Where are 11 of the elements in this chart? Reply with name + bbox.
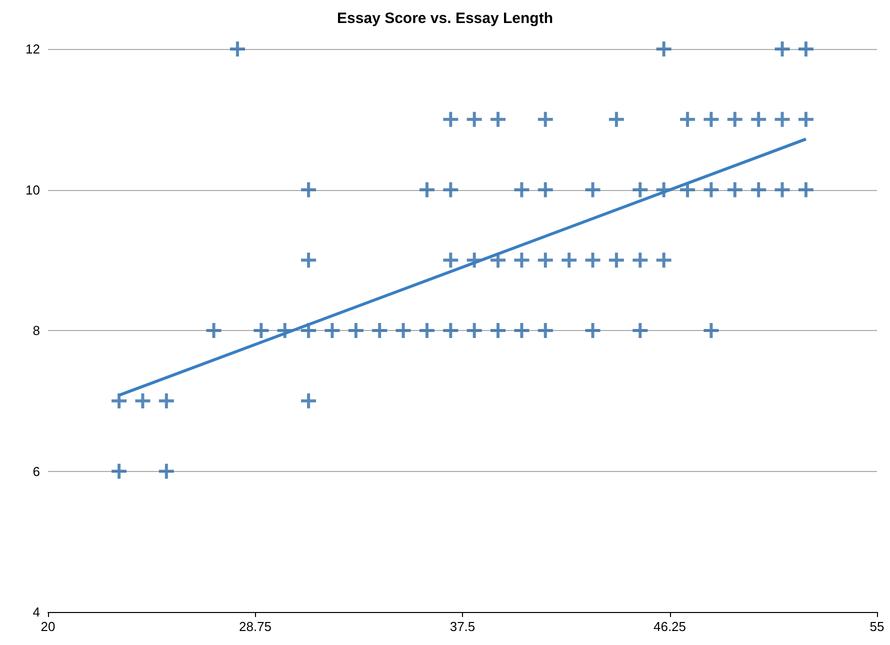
x-tick-label: 28.75 <box>238 619 272 634</box>
y-tick-label: 10 <box>26 182 40 198</box>
chart-title: Essay Score vs. Essay Length <box>337 10 553 27</box>
x-tick-label: 37.5 <box>450 619 476 634</box>
x-tick-label: 46.25 <box>653 619 686 634</box>
y-tick-label: 12 <box>26 42 40 56</box>
x-tick-label: 20 <box>40 619 56 634</box>
y-tick-label: 6 <box>32 464 40 479</box>
y-tick-label: 8 <box>32 323 40 338</box>
x-tick-label: 55 <box>870 619 884 634</box>
y-tick-label: 4 <box>32 604 40 620</box>
